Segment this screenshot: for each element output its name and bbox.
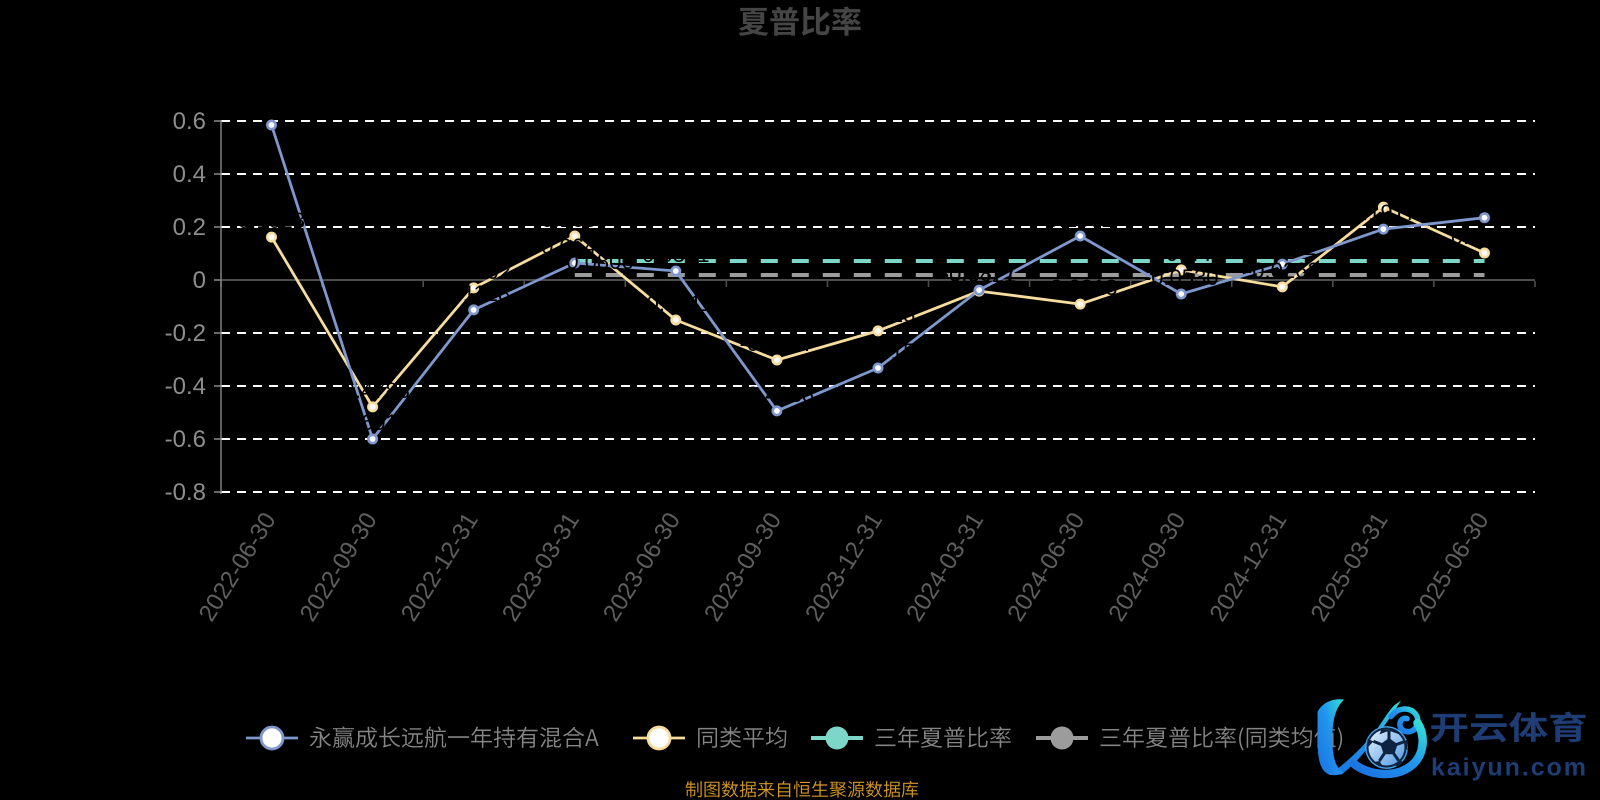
svg-text:0.0641: 0.0641 — [541, 234, 608, 259]
svg-text:0.0377: 0.0377 — [1148, 241, 1215, 266]
svg-text:-0.0302: -0.0302 — [436, 259, 511, 284]
svg-text:0.2: 0.2 — [173, 214, 206, 241]
svg-text:-0.2: -0.2 — [165, 320, 206, 347]
svg-text:-0.4: -0.4 — [165, 373, 206, 400]
svg-text:0.1021: 0.1021 — [1451, 224, 1518, 249]
svg-text:0.1662: 0.1662 — [1047, 207, 1114, 232]
svg-text:-0.0530: -0.0530 — [1144, 265, 1219, 290]
svg-text:0.0602: 0.0602 — [1249, 235, 1316, 260]
svg-text:-0.0377: -0.0377 — [942, 261, 1017, 286]
svg-text:-0.1918: -0.1918 — [841, 302, 916, 327]
svg-text:-0.8: -0.8 — [165, 479, 206, 506]
svg-text:0.1623: 0.1623 — [238, 208, 305, 233]
svg-text:-0.6: -0.6 — [165, 426, 206, 453]
svg-text:-0.0913: -0.0913 — [1043, 275, 1118, 300]
svg-text:-0.0421: -0.0421 — [942, 262, 1017, 287]
svg-text:-0.4788: -0.4788 — [335, 378, 410, 403]
svg-text:-0.3315: -0.3315 — [841, 339, 916, 364]
svg-text:0.4: 0.4 — [173, 161, 206, 188]
svg-text:-0.0262: -0.0262 — [1245, 258, 1320, 283]
svg-text:0: 0 — [193, 267, 206, 294]
svg-text:0.0806: 0.0806 — [566, 249, 633, 274]
svg-text:0.6: 0.6 — [173, 108, 206, 135]
svg-text:-0.4938: -0.4938 — [740, 382, 815, 407]
svg-text:0.0341: 0.0341 — [642, 242, 709, 267]
svg-text:0.5752: 0.5752 — [238, 96, 305, 121]
svg-text:-0.1128: -0.1128 — [437, 281, 510, 306]
svg-text:-0.3017: -0.3017 — [740, 331, 815, 356]
svg-text:0.1917: 0.1917 — [1350, 200, 1417, 225]
svg-text:kaiyun.com: kaiyun.com — [1431, 754, 1586, 782]
svg-text:0.2751: 0.2751 — [1350, 178, 1417, 203]
svg-text:0.1658: 0.1658 — [541, 207, 608, 232]
svg-text:-0.1511: -0.1511 — [639, 291, 712, 316]
svg-text:0.2349: 0.2349 — [1451, 189, 1518, 214]
svg-text:-0.6012: -0.6012 — [335, 410, 410, 435]
